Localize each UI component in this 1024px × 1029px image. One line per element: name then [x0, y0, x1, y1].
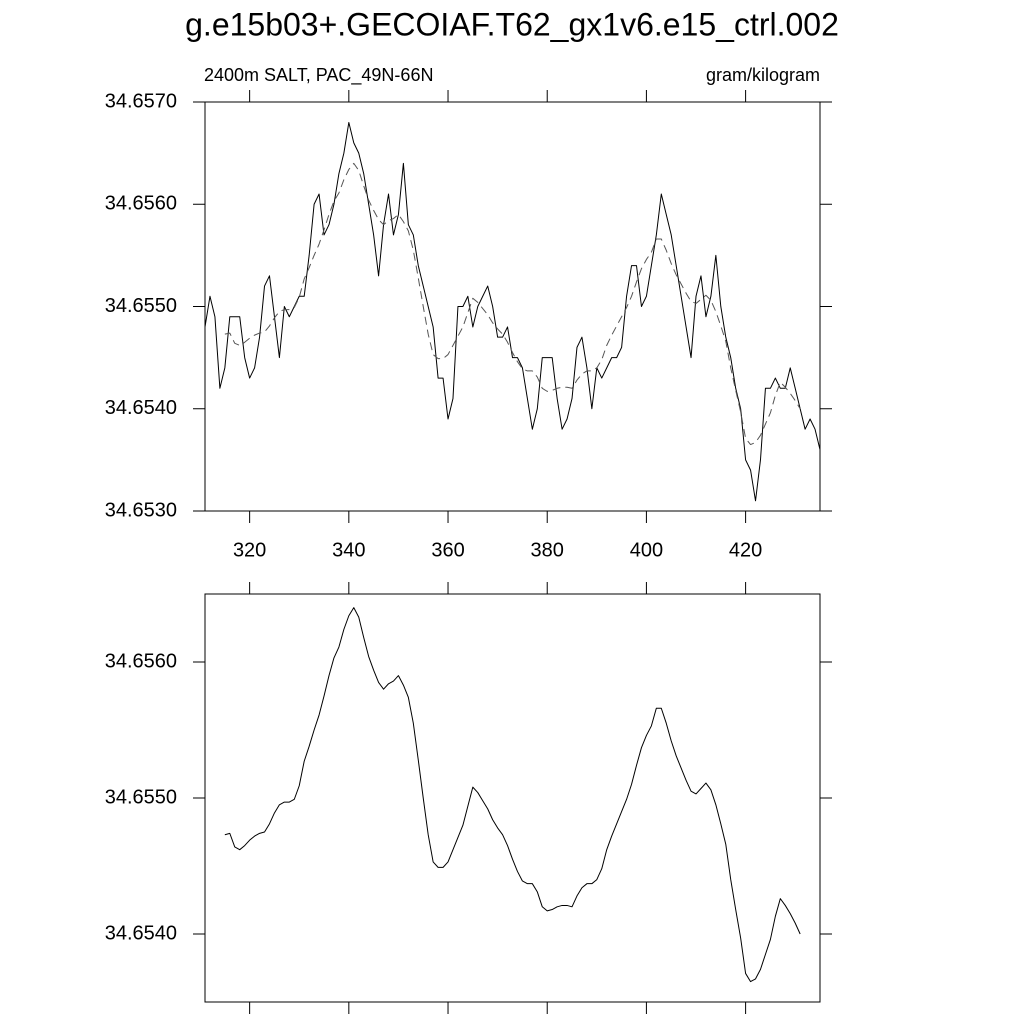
y-tick-label: 34.6570	[105, 90, 177, 112]
plot-frame	[204, 101, 821, 512]
x-tick-label: 360	[431, 539, 464, 561]
x-tick-label: 320	[233, 539, 266, 561]
plot-frame	[204, 593, 821, 1003]
y-tick-label: 34.6560	[105, 193, 177, 215]
data-line	[224, 607, 801, 983]
y-tick-label: 34.6550	[105, 295, 177, 317]
y-tick-label: 34.6560	[105, 650, 177, 672]
y-tick-label: 34.6540	[105, 922, 177, 944]
data-line	[224, 162, 801, 446]
y-tick-label: 34.6540	[105, 397, 177, 419]
chart-title: g.e15b03+.GECOIAF.T62_gx1v6.e15_ctrl.002	[185, 6, 839, 42]
data-line	[204, 121, 821, 502]
x-tick-label: 340	[332, 539, 365, 561]
units-label: gram/kilogram	[706, 65, 820, 85]
x-tick-label: 400	[630, 539, 663, 561]
y-tick-label: 34.6550	[105, 786, 177, 808]
x-tick-label: 380	[531, 539, 564, 561]
y-tick-label: 34.6530	[105, 499, 177, 521]
left-subtitle: 2400m SALT, PAC_49N-66N	[204, 65, 433, 86]
x-tick-label: 420	[729, 539, 762, 561]
